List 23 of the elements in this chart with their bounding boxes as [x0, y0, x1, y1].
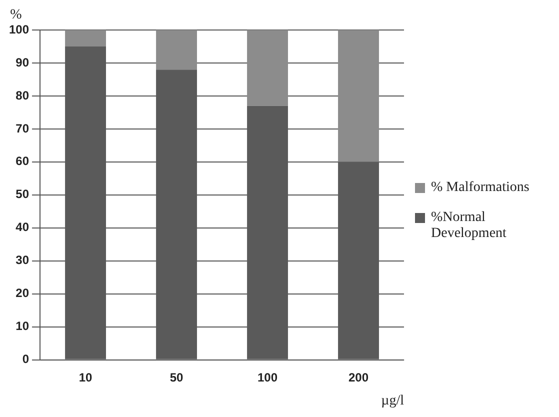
x-tick-label: 200: [348, 370, 369, 384]
legend-label: %Normal Development: [431, 210, 508, 242]
x-tick-label: 10: [78, 370, 93, 384]
y-axis-title: %: [10, 8, 22, 23]
bar: [247, 30, 288, 106]
y-tick-label: 90: [16, 55, 30, 70]
y-tick-label: 10: [16, 319, 30, 334]
legend-label: % Malformations: [431, 180, 530, 196]
y-tick-label: 80: [16, 88, 30, 102]
y-tick-label: 30: [16, 253, 30, 268]
x-tick-label: 100: [257, 370, 278, 384]
y-tick-label: 70: [16, 121, 30, 136]
x-axis-title: µg/l: [381, 393, 404, 408]
y-tick-label: 20: [16, 286, 30, 300]
y-tick-label: 40: [16, 220, 30, 234]
bar: [338, 30, 379, 162]
y-tick-label: 100: [8, 22, 30, 36]
bar: [65, 30, 106, 46]
y-tick-label: 0: [22, 352, 30, 366]
bar: [156, 30, 197, 70]
x-tick-label: 50: [170, 370, 184, 384]
y-tick-label: 50: [16, 187, 30, 202]
y-tick-label: 60: [16, 154, 30, 168]
